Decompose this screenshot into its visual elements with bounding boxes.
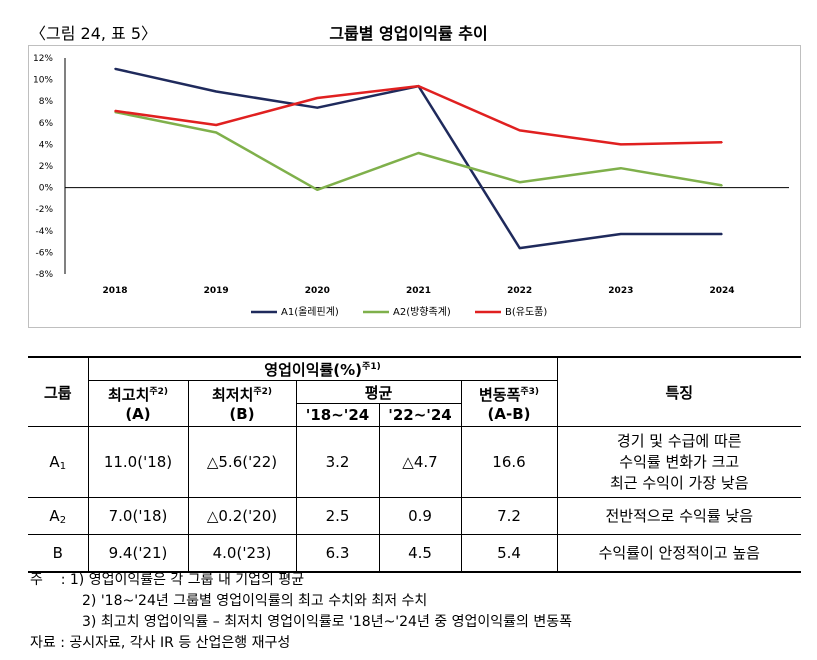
data-point xyxy=(620,143,622,146)
x-tick-label: 2021 xyxy=(406,286,431,296)
note-mark: 주2) xyxy=(149,387,169,397)
header-min: 최저치주2) (B) xyxy=(187,380,297,427)
source-note: 자료 : 공시자료, 각사 IR 등 산업은행 재구성 xyxy=(30,635,291,651)
group-cell: A1 xyxy=(28,426,89,498)
header-feature: 특징 xyxy=(556,356,801,427)
header-average: 평균 xyxy=(295,380,462,404)
avg2-cell: 4.5 xyxy=(378,534,462,573)
data-point xyxy=(114,110,116,112)
margin-table: 그룹 영업이익률(%)주1) 특징 최고치주2) (A) 최저치주2) (B) 평균… xyxy=(28,356,801,573)
data-point xyxy=(215,131,217,134)
footnote-2: 2) '18~'24년 그룹별 영업이익률의 최고 수치와 최저 수치 xyxy=(82,593,428,609)
min-cell: △0.2('20) xyxy=(187,497,297,535)
footnote-1: 주 : 1) 영업이익률은 각 그룹 내 기업의 평균 xyxy=(30,572,305,588)
min-cell: 4.0('23) xyxy=(187,534,297,573)
x-tick-label: 2023 xyxy=(608,286,633,296)
header-margin: 영업이익률(%)주1) xyxy=(87,356,558,381)
data-point xyxy=(417,85,420,87)
chart-title: 그룹별 영업이익률 추이 xyxy=(329,24,488,43)
chart-legend: A1(올레핀계) A2(방향족계) B(유도품) xyxy=(251,306,547,318)
avg2-cell: 0.9 xyxy=(378,497,462,535)
avg2-cell: △4.7 xyxy=(378,426,462,498)
y-tick-label: 8% xyxy=(39,97,54,107)
y-tick-label: 12% xyxy=(33,54,53,64)
chart-frame: 12% 10% 8% 6% 4% 2% 0% -2% -4% -6% -8% 2018 2019 2020… xyxy=(28,45,801,328)
y-tick-label: 0% xyxy=(39,184,54,194)
x-tick-label: 2022 xyxy=(507,286,532,296)
x-tick-label: 2020 xyxy=(305,286,330,296)
max-cell: 11.0('18) xyxy=(87,426,189,498)
header-max: 최고치주2) (A) xyxy=(88,380,189,427)
data-point xyxy=(721,233,723,235)
legend-label-1: A1(올레핀계) xyxy=(281,306,339,318)
y-tick-label: -4% xyxy=(35,227,53,237)
group-cell: B xyxy=(28,534,89,573)
data-point xyxy=(316,106,319,109)
y-tick-label: -6% xyxy=(35,248,53,258)
group-cell: A2 xyxy=(28,497,89,535)
data-point xyxy=(518,247,521,249)
range-cell: 16.6 xyxy=(460,426,558,498)
y-tick-label: 10% xyxy=(33,76,53,86)
note-mark: 주1) xyxy=(362,361,381,372)
footnotes: 주 : 1) 영업이익률은 각 그룹 내 기업의 평균 2) '18~'24년 … xyxy=(30,570,572,654)
y-tick-label: 6% xyxy=(39,119,54,129)
avg1-cell: 2.5 xyxy=(295,497,380,535)
feature-cell: 경기 및 수급에 따른 수익률 변화가 크고 최근 수익이 가장 낮음 xyxy=(556,426,801,498)
x-tick-label: 2019 xyxy=(204,286,229,296)
data-point xyxy=(316,97,319,99)
y-tick-label: 2% xyxy=(39,162,54,172)
data-point xyxy=(620,233,622,235)
line-chart: 12% 10% 8% 6% 4% 2% 0% -2% -4% -6% -8% 2018 2019 2020… xyxy=(33,54,789,318)
note-mark: 주3) xyxy=(520,387,540,397)
header-group: 그룹 xyxy=(28,356,89,427)
data-point xyxy=(114,68,116,70)
chart-axes: 12% 10% 8% 6% 4% 2% 0% -2% -4% -6% -8% 2018 2019 2020… xyxy=(33,54,789,296)
range-cell: 7.2 xyxy=(460,497,558,535)
table-row: B 9.4('21) 4.0('23) 6.3 4.5 5.4 수익률이 안정적… xyxy=(28,534,801,573)
legend-label-2: A2(방향족계) xyxy=(393,306,451,318)
avg1-cell: 3.2 xyxy=(295,426,380,498)
feature-cell: 수익률이 안정적이고 높음 xyxy=(556,534,801,573)
header-avg-18-24: '18~'24 xyxy=(296,403,380,427)
legend-label-3: B(유도품) xyxy=(505,306,547,318)
avg1-cell: 6.3 xyxy=(295,534,380,573)
data-point xyxy=(518,181,521,183)
y-tick-label: -8% xyxy=(35,270,53,280)
data-point xyxy=(620,167,622,169)
data-point xyxy=(518,129,521,132)
y-tick-label: 4% xyxy=(39,140,54,150)
y-tick-label: -2% xyxy=(35,205,53,215)
range-cell: 5.4 xyxy=(460,534,558,573)
footnote-3: 3) 최고치 영업이익률 – 최저치 영업이익률로 '18년~'24년 중 영업… xyxy=(82,614,572,630)
x-tick-label: 2018 xyxy=(102,286,127,296)
max-cell: 9.4('21) xyxy=(87,534,189,573)
data-point xyxy=(316,188,319,191)
data-point xyxy=(721,184,723,187)
header-range: 변동폭주3) (A-B) xyxy=(460,380,557,427)
data-point xyxy=(215,90,217,93)
data-point xyxy=(215,124,217,126)
x-tick-label: 2024 xyxy=(709,286,734,296)
table-row: A1 11.0('18) △5.6('22) 3.2 △4.7 16.6 경기 … xyxy=(28,426,801,498)
chart-series xyxy=(114,67,723,250)
feature-cell: 전반적으로 수익률 낮음 xyxy=(556,497,801,535)
table-row: A2 7.0('18) △0.2('20) 2.5 0.9 7.2 전반적으로 … xyxy=(28,497,801,535)
figure-label: 〈그림 24, 표 5〉 xyxy=(30,24,158,43)
header-avg-22-24: '22~'24 xyxy=(378,403,461,427)
note-mark: 주2) xyxy=(253,387,273,397)
series-line-1 xyxy=(114,67,722,250)
data-point xyxy=(417,152,420,154)
series-line-3 xyxy=(114,84,723,146)
max-cell: 7.0('18) xyxy=(87,497,189,535)
data-point xyxy=(721,141,723,144)
min-cell: △5.6('22) xyxy=(187,426,297,498)
